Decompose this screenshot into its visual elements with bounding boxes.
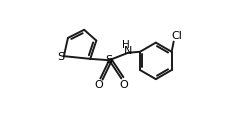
Text: H: H [122, 40, 130, 50]
Text: S: S [57, 52, 65, 62]
Text: N: N [124, 46, 132, 56]
Text: O: O [94, 80, 103, 90]
Text: S: S [106, 55, 113, 65]
Text: O: O [119, 80, 128, 90]
Text: Cl: Cl [171, 30, 182, 41]
